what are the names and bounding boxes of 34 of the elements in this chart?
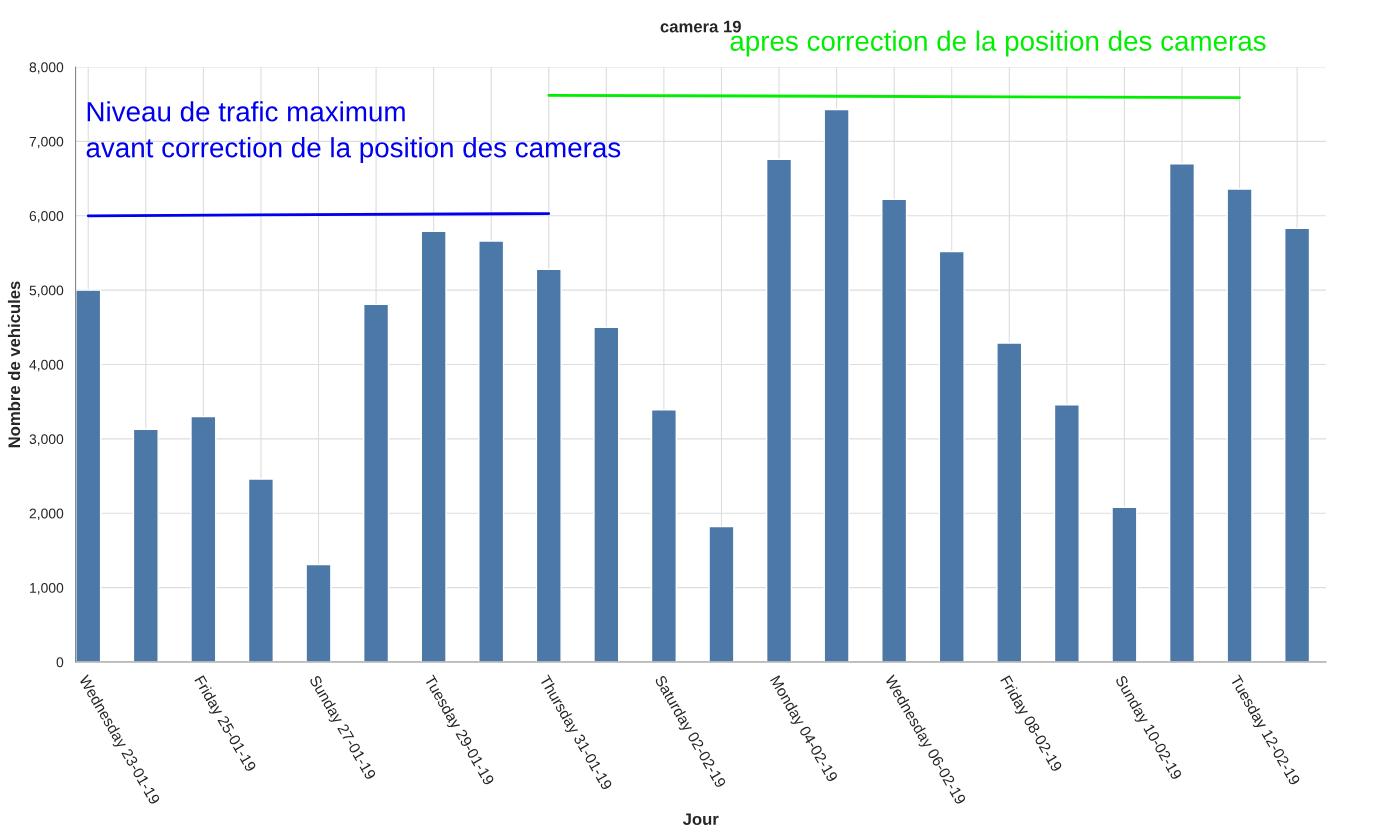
bar: [478, 240, 505, 663]
bar: [650, 409, 677, 663]
y-tick-label: 6,000: [29, 211, 64, 223]
y-tick-label: 0: [56, 657, 64, 668]
bar: [247, 478, 275, 663]
bar: [362, 303, 390, 663]
bar: [535, 268, 562, 663]
bar: [881, 198, 908, 663]
y-tick-label: 8,000: [29, 62, 64, 74]
bar: [938, 250, 965, 663]
bar: [996, 342, 1023, 663]
bar: [823, 108, 850, 663]
y-tick-label: 3,000: [29, 434, 64, 446]
y-tick-label: 1,000: [30, 582, 64, 595]
y-tick-label: 4,000: [29, 359, 64, 372]
y-tick-label: 7,000: [29, 136, 64, 149]
bar: [765, 158, 793, 663]
y-axis-title: Nombre de vehicules: [7, 281, 21, 448]
y-tick-label: 2,000: [29, 508, 64, 521]
bar: [132, 428, 159, 663]
y-tick-label: 5,000: [29, 285, 64, 297]
x-axis-title: Jour: [682, 813, 719, 826]
bar: [708, 525, 735, 663]
bar: [1053, 403, 1080, 663]
bar: [593, 326, 620, 663]
bar: [190, 415, 217, 663]
bar: [1284, 227, 1311, 663]
bar: [75, 289, 102, 663]
bar: [1111, 506, 1138, 663]
bar: [1226, 188, 1253, 663]
bar: [1168, 163, 1196, 663]
bar: [305, 563, 332, 663]
bar: [420, 230, 447, 663]
annotation: Niveau de trafic maximum avant correction de la position des cameras: [86, 101, 621, 164]
